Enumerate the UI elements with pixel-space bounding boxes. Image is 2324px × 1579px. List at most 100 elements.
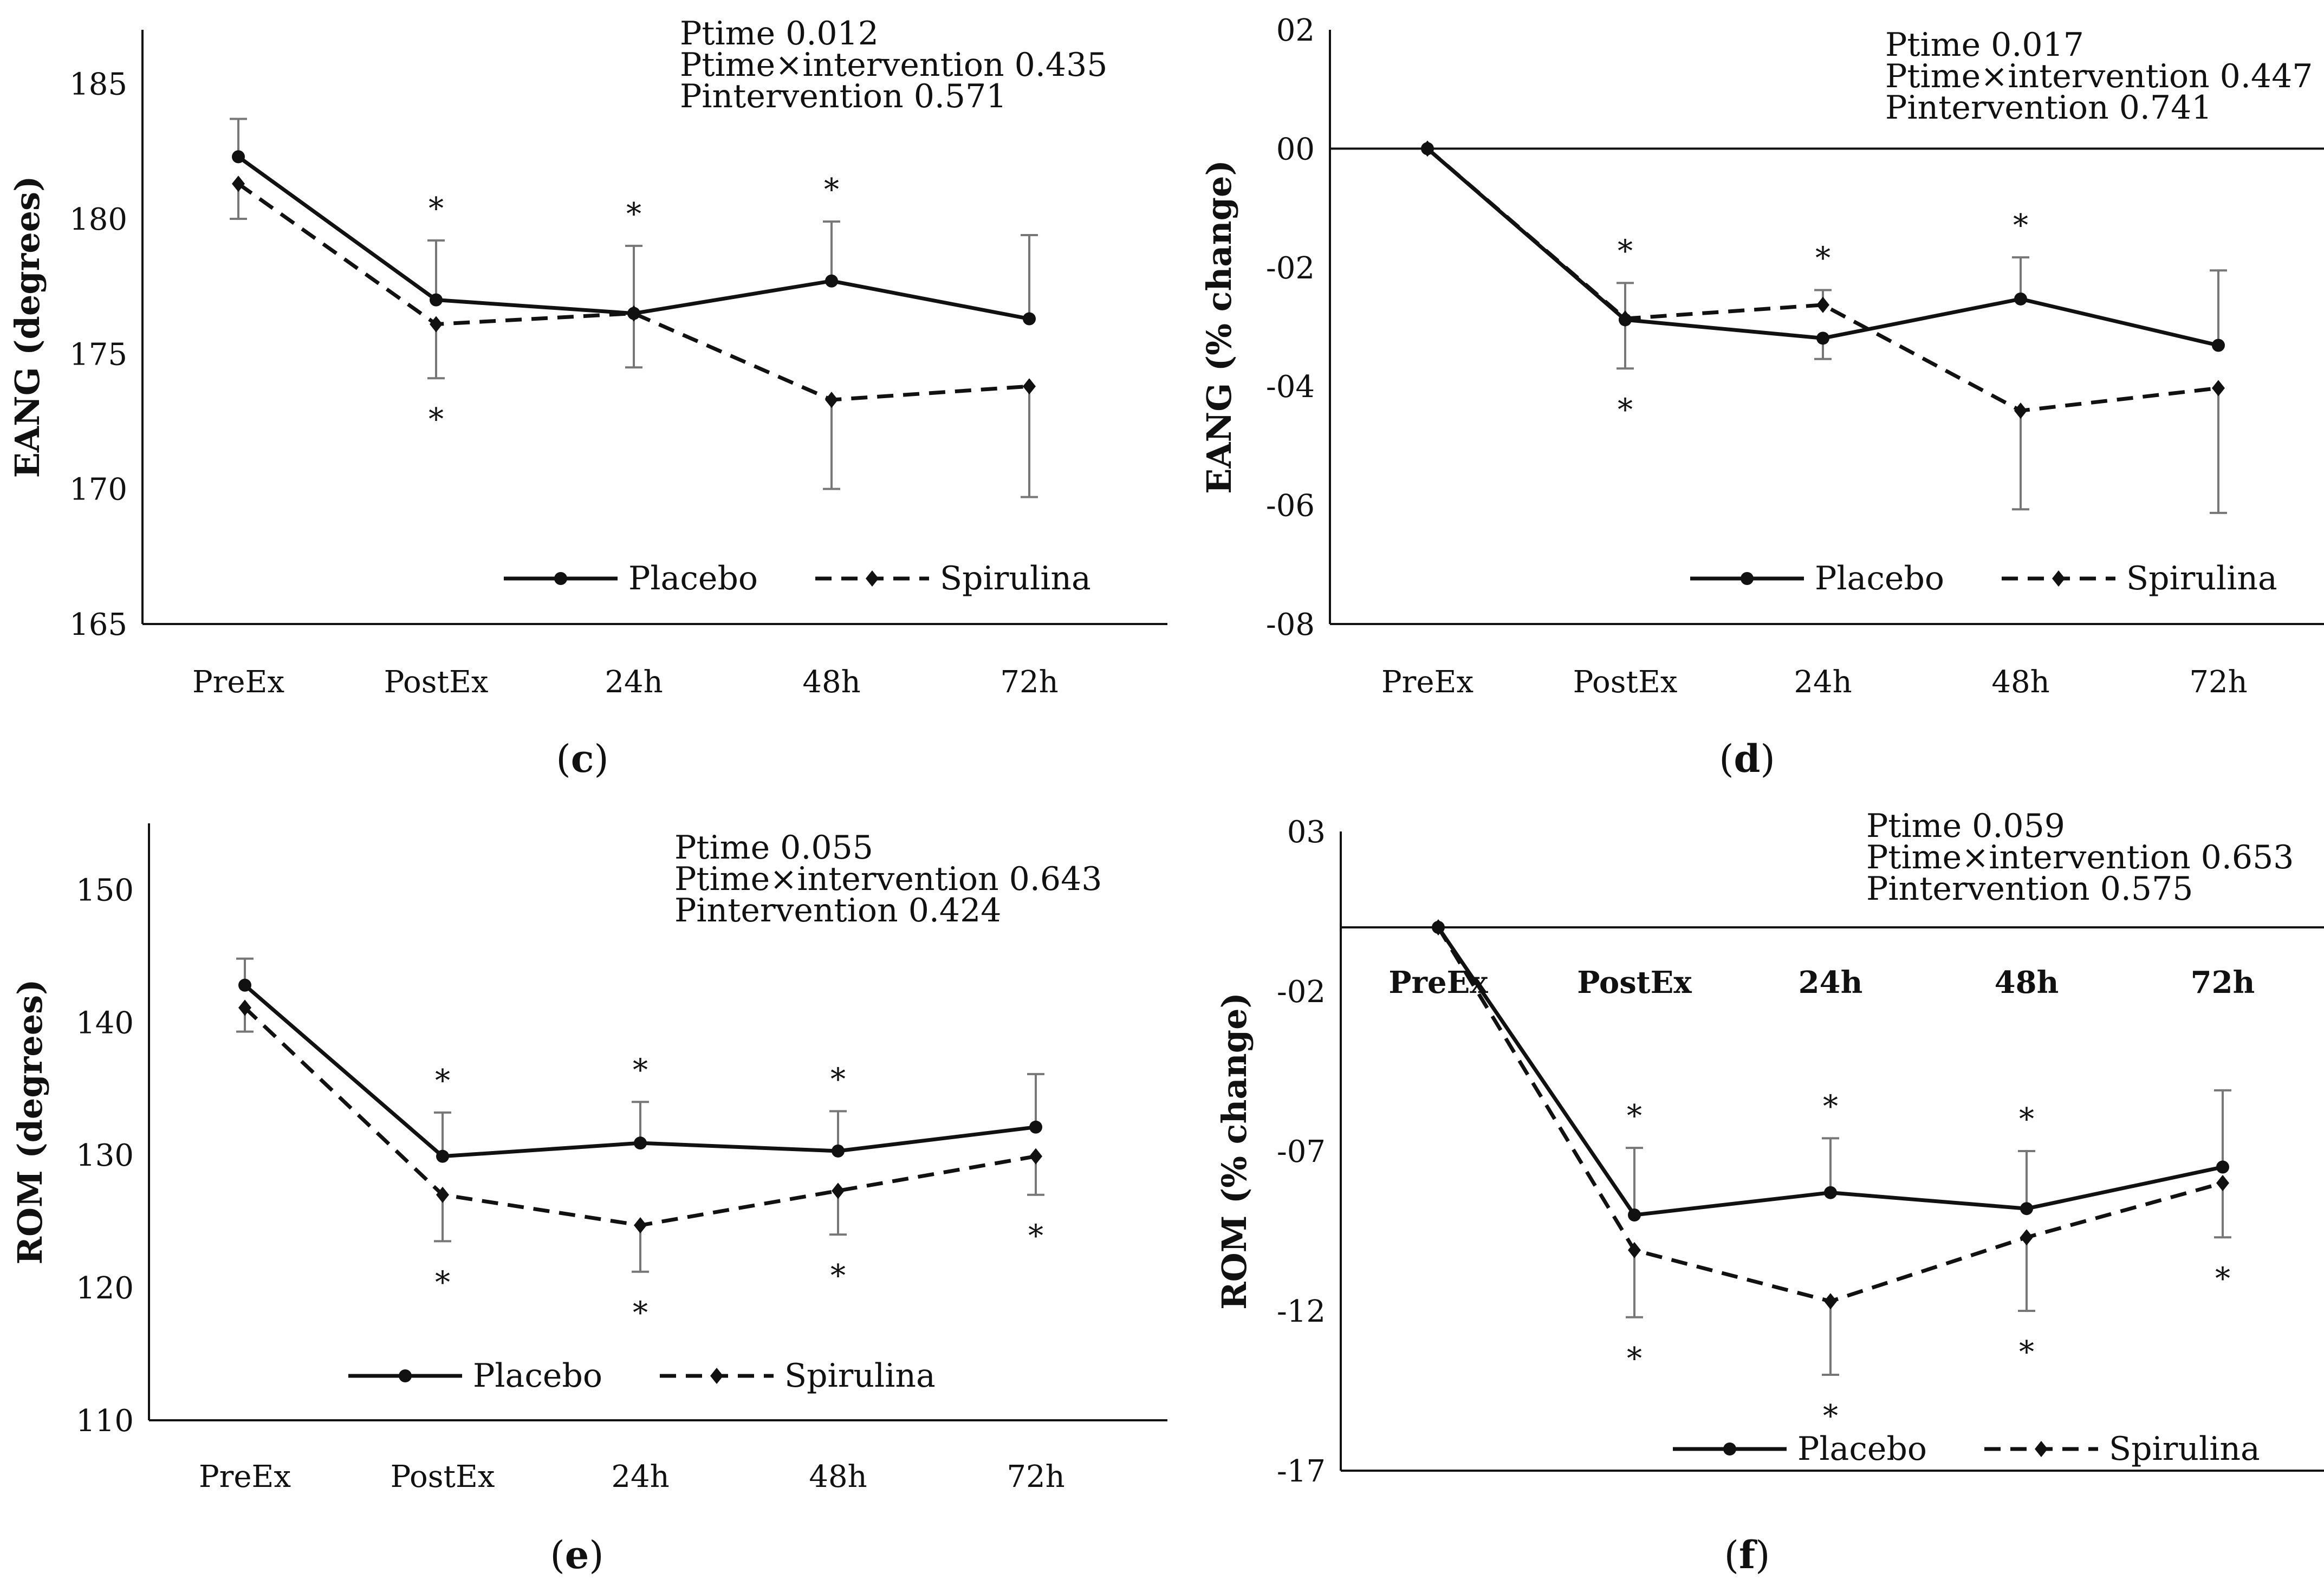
y-tick-label: 110 xyxy=(76,1403,134,1439)
data-point-placebo xyxy=(1816,332,1829,345)
significance-star: * xyxy=(435,1063,450,1099)
x-tick-label: 72h xyxy=(1007,1459,1064,1494)
significance-star: * xyxy=(633,1052,648,1088)
y-tick-label: -12 xyxy=(1277,1294,1326,1329)
significance-star: * xyxy=(633,1296,648,1331)
data-point-placebo xyxy=(2212,339,2225,352)
legend: Placebo Spirulina xyxy=(348,1357,936,1395)
x-tick-label: PostEx xyxy=(384,665,489,700)
y-tick-label: 180 xyxy=(69,202,127,237)
data-point-spirulina xyxy=(232,176,245,192)
stats-annotation: Ptime×intervention 0.643 xyxy=(674,860,1102,898)
data-point-spirulina xyxy=(825,392,838,408)
panel-label-open: ( xyxy=(550,1533,564,1577)
data-point-placebo xyxy=(825,274,838,288)
significance-star: * xyxy=(435,1265,450,1300)
significance-star: * xyxy=(626,197,641,232)
chart-panel-c: 165 170 175 180 185 EANG (degrees) PreEx PostEx… xyxy=(8,15,1167,781)
y-tick-label: -17 xyxy=(1277,1454,1326,1489)
panel-label: (d) xyxy=(1719,736,1775,781)
legend-label-spirulina: Spirulina xyxy=(784,1357,936,1395)
y-tick-label: 175 xyxy=(69,337,127,372)
panel-label-open: ( xyxy=(556,737,570,781)
significance-star: * xyxy=(1618,233,1633,269)
x-tick-label: PostEx xyxy=(391,1459,495,1494)
y-tick-label: 165 xyxy=(69,607,127,642)
x-tick-label: PostEx xyxy=(1577,965,1692,1000)
y-tick-label: -06 xyxy=(1266,489,1315,524)
chart-panel-d: -08 -06 -04 -02 00 02 EANG (% change) PreEx Post… xyxy=(1199,13,2324,781)
data-point-placebo xyxy=(430,293,443,307)
y-tick-label: -08 xyxy=(1266,607,1315,642)
significance-star: * xyxy=(1815,241,1830,276)
data-point-spirulina xyxy=(2216,1175,2229,1191)
x-tick-label: 48h xyxy=(809,1459,867,1494)
panel-label: (e) xyxy=(550,1532,603,1577)
y-tick-label: 120 xyxy=(76,1271,134,1306)
data-point-spirulina xyxy=(1619,310,1632,327)
x-tick-label: 72h xyxy=(2191,965,2255,1000)
x-tick-label: 24h xyxy=(611,1459,669,1494)
x-tick-label: 24h xyxy=(1794,665,1852,700)
y-axis-label: ROM (% change) xyxy=(1215,992,1254,1310)
legend-label-placebo: Placebo xyxy=(1815,560,1944,597)
y-tick-label: 03 xyxy=(1287,815,1326,850)
y-tick-label: -02 xyxy=(1266,251,1315,286)
legend-marker-placebo xyxy=(554,572,567,585)
legend: Placebo Spirulina xyxy=(1690,560,2277,597)
stats-annotation: Ptime 0.012 xyxy=(680,15,879,53)
legend-marker-spirulina xyxy=(2035,1441,2048,1457)
stats-annotation: Pintervention 0.571 xyxy=(680,77,1007,115)
significance-star: * xyxy=(1028,1219,1043,1254)
significance-star: * xyxy=(830,1062,846,1097)
data-point-placebo xyxy=(232,150,245,164)
stats-annotation: Ptime 0.055 xyxy=(674,829,873,867)
data-point-spirulina xyxy=(634,1217,647,1234)
legend-label-spirulina: Spirulina xyxy=(940,560,1091,597)
x-tick-label: 48h xyxy=(802,665,860,700)
panel-label-close: ) xyxy=(594,737,608,781)
significance-star: * xyxy=(2215,1261,2230,1296)
x-tick-label: 48h xyxy=(1995,965,2059,1000)
significance-star: * xyxy=(429,402,444,437)
data-point-placebo xyxy=(1029,1120,1042,1134)
data-point-placebo xyxy=(2014,292,2027,306)
x-tick-label: 72h xyxy=(1000,665,1058,700)
chart-panel-e: 110 120 130 140 150 ROM (degrees) PreEx PostEx 2… xyxy=(10,823,1167,1577)
legend-marker-placebo xyxy=(1741,572,1754,585)
legend-marker-placebo xyxy=(1723,1442,1736,1455)
data-point-placebo xyxy=(2216,1160,2229,1174)
y-axis-label: EANG (degrees) xyxy=(8,176,47,478)
y-tick-label: -02 xyxy=(1277,974,1326,1010)
significance-star: * xyxy=(1627,1099,1642,1134)
data-point-spirulina xyxy=(1029,1148,1042,1165)
data-point-spirulina xyxy=(1432,919,1445,935)
series-line-spirulina xyxy=(237,182,1030,402)
data-point-spirulina xyxy=(1421,140,1434,157)
stats-annotation: Pintervention 0.424 xyxy=(674,892,1001,930)
data-point-placebo xyxy=(238,978,251,992)
y-tick-label: -07 xyxy=(1277,1134,1326,1169)
y-tick-label: 150 xyxy=(76,873,134,908)
legend-label-placebo: Placebo xyxy=(628,560,758,597)
x-tick-label: PreEx xyxy=(1381,665,1473,700)
stats-annotation: Pintervention 0.575 xyxy=(1866,870,2193,908)
significance-star: * xyxy=(2019,1335,2034,1370)
y-tick-label: 02 xyxy=(1276,13,1315,48)
panel-label-letter: d xyxy=(1734,736,1761,781)
data-point-spirulina xyxy=(1816,296,1829,313)
legend: Placebo Spirulina xyxy=(504,560,1091,597)
significance-star: * xyxy=(1823,1399,1838,1434)
stats-annotation: Ptime 0.017 xyxy=(1885,26,2084,64)
series-line-spirulina xyxy=(1426,147,2219,413)
significance-star: * xyxy=(1627,1341,1642,1376)
stats-annotation: Ptime×intervention 0.435 xyxy=(680,46,1107,84)
panel-label: (c) xyxy=(556,736,608,781)
data-point-spirulina xyxy=(2014,402,2027,419)
panel-label-letter: c xyxy=(571,736,594,781)
x-tick-label: PreEx xyxy=(192,665,284,700)
data-point-spirulina xyxy=(2020,1229,2033,1246)
panel-label-letter: f xyxy=(1739,1532,1757,1577)
